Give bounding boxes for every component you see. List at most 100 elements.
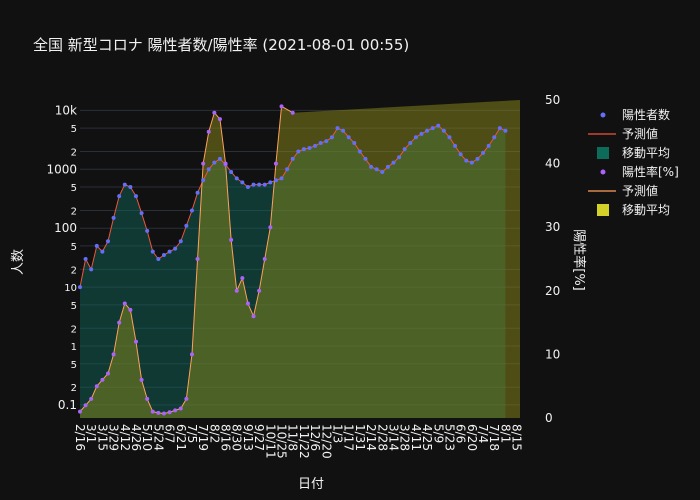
y-tick-label: 5 (71, 360, 77, 371)
point-rate (279, 104, 284, 109)
point-cases (469, 160, 474, 165)
point-cases (285, 167, 290, 172)
y-tick-label: 5 (71, 183, 77, 194)
y2-tick-label: 20 (545, 284, 560, 298)
legend-item[interactable]: 陽性者数 (600, 107, 671, 122)
y-tick-label: 2 (71, 383, 77, 394)
point-rate (229, 237, 234, 242)
x-tick-label: 6/7 (163, 424, 177, 443)
point-cases (212, 160, 217, 165)
x-tick-label: 4/11 (409, 424, 423, 451)
point-cases (441, 128, 446, 133)
x-tick-label: 3/29 (107, 424, 121, 451)
y2-tick-label: 30 (545, 220, 560, 234)
point-cases (128, 185, 133, 190)
point-cases (492, 135, 497, 140)
x-tick-label: 11/22 (297, 424, 311, 459)
x-tick-label: 1/3 (331, 424, 345, 443)
x-tick-label: 12/6 (308, 424, 322, 451)
point-cases (408, 140, 413, 145)
y-tick-label: 2 (71, 265, 77, 276)
y-tick-label: 1000 (46, 162, 77, 176)
point-rate (161, 411, 166, 416)
point-cases (201, 178, 206, 183)
point-rate (262, 257, 267, 261)
point-rate (257, 288, 262, 293)
point-cases (318, 140, 323, 145)
point-rate (117, 320, 122, 325)
point-cases (195, 190, 200, 195)
moving-average-area-rate (80, 100, 520, 418)
legend-item[interactable]: 予測値 (588, 183, 658, 198)
point-rate (100, 377, 105, 382)
y-axis-label: 人数 (11, 249, 26, 275)
chart-title: 全国 新型コロナ 陽性者数/陽性率 (2021-08-01 00:55) (33, 36, 409, 54)
x-tick-label: 5/24 (151, 424, 165, 451)
point-cases (296, 149, 301, 154)
point-cases (111, 215, 116, 220)
legend-item[interactable]: 移動平均 (597, 203, 670, 217)
x-tick-label: 2/28 (375, 424, 389, 451)
legend-item[interactable]: 移動平均 (597, 146, 670, 160)
point-rate (195, 257, 200, 261)
point-cases (503, 128, 508, 133)
legend-label: 陽性率[%] (622, 164, 679, 179)
point-rate (217, 117, 222, 122)
point-rate (167, 410, 172, 415)
x-tick-label: 3/14 (386, 424, 400, 451)
x-tick-label: 11/8 (286, 424, 300, 451)
point-cases (133, 194, 138, 199)
point-cases (273, 178, 278, 183)
point-rate (189, 352, 194, 357)
x-tick-label: 3/28 (398, 424, 412, 451)
legend-label: 予測値 (622, 183, 658, 198)
x-tick-label: 7/5 (185, 424, 199, 443)
point-cases (425, 128, 430, 133)
point-cases (229, 169, 234, 174)
point-cases (313, 143, 318, 148)
x-tick-label: 7/18 (487, 424, 501, 451)
point-rate (83, 403, 88, 408)
point-cases (335, 126, 340, 131)
point-rate (245, 301, 250, 306)
y-tick-label: 0.1 (58, 398, 77, 412)
point-cases (329, 135, 334, 140)
x-tick-label: 5/9 (431, 424, 445, 443)
point-cases (352, 140, 357, 145)
legend-item[interactable]: 陽性率[%] (600, 164, 679, 179)
x-tick-label: 1/17 (342, 424, 356, 451)
x-tick-label: 8/15 (510, 424, 524, 451)
point-cases (363, 156, 368, 161)
legend-item[interactable]: 予測値 (588, 126, 658, 141)
point-cases (464, 158, 469, 163)
point-cases (497, 126, 502, 131)
x-tick-label: 8/16 (219, 424, 233, 451)
point-cases (161, 253, 166, 258)
y-tick-label: 5 (71, 242, 77, 253)
x-tick-label: 5/23 (442, 424, 456, 451)
point-cases (117, 194, 122, 199)
point-cases (189, 208, 194, 213)
point-rate (145, 396, 150, 401)
point-cases (184, 223, 189, 228)
point-cases (145, 228, 150, 233)
point-rate (139, 377, 144, 382)
point-cases (447, 135, 452, 140)
y-axis-ticks: 0.1 2 5 1 2 5 10 2 5 100 2 5 1000 2 5 10k (46, 103, 77, 412)
point-cases (105, 239, 110, 244)
legend-label: 移動平均 (622, 146, 670, 160)
y-tick-label: 10 (64, 283, 77, 294)
point-cases (100, 249, 105, 254)
legend-swatch-box (597, 147, 609, 159)
point-cases (268, 180, 273, 185)
x-tick-label: 8/1 (498, 424, 512, 443)
point-rate (111, 352, 116, 357)
x-tick-label: 7/4 (476, 424, 490, 443)
y-tick-label: 2 (71, 148, 77, 159)
point-rate (173, 408, 178, 413)
y-tick-label: 2 (71, 206, 77, 217)
y-tick-label: 2 (71, 324, 77, 335)
point-rate (178, 406, 183, 411)
